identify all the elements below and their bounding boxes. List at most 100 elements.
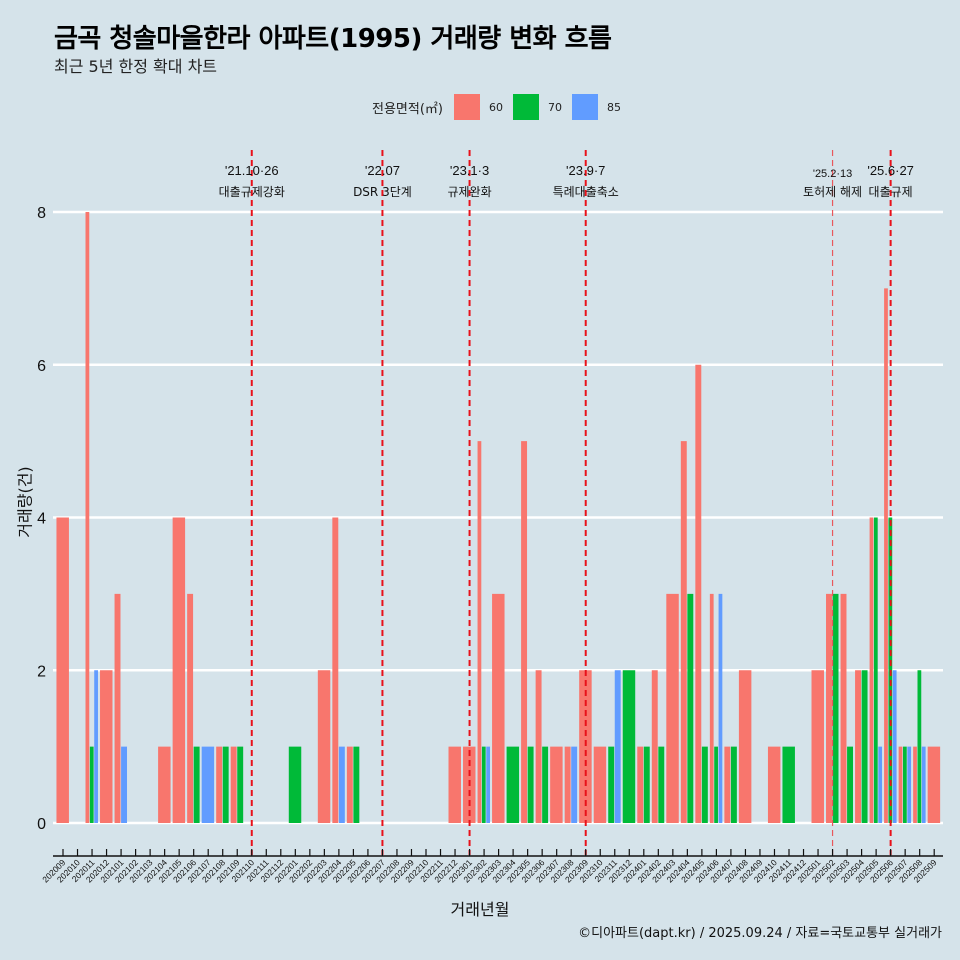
x-axis: 2020092020102020112020122021012021022021… [40, 849, 943, 884]
bars [56, 212, 941, 823]
bar-70-202411 [782, 746, 795, 823]
bar-60-202405 [695, 364, 702, 823]
bar-70-202507 [902, 746, 907, 823]
bar-70-202312 [622, 670, 636, 823]
y-tick-label: 4 [37, 511, 46, 528]
legend-key-70 [512, 94, 539, 120]
bar-85-202302 [486, 746, 491, 823]
event-date: '23.1·3 [450, 163, 489, 178]
bar-60-202009 [56, 517, 69, 823]
legend-key-85 [571, 94, 598, 120]
bar-70-202502 [832, 593, 839, 823]
bar-60-202501 [811, 670, 824, 823]
bar-85-202011 [94, 670, 98, 823]
y-tick-label: 8 [37, 205, 46, 222]
bar-70-202205 [353, 746, 360, 823]
bar-60-202303 [492, 593, 505, 823]
bar-85-202506 [892, 670, 897, 823]
event-label: 토허제 해제 [803, 185, 862, 199]
legend-title: 전용면적(㎡) [372, 101, 443, 117]
event-date: '25.6·27 [867, 163, 914, 178]
bar-60-202410 [767, 746, 781, 823]
bar-60-202506 [884, 288, 888, 823]
bar-60-202403 [666, 593, 679, 823]
bar-70-202108 [222, 746, 229, 823]
bar-60-202212 [448, 746, 461, 823]
x-axis-title: 거래년월 [450, 900, 510, 919]
legend-label-60: 60 [488, 100, 503, 114]
bar-60-202508 [913, 746, 917, 823]
bar-60-202407 [724, 746, 731, 823]
bar-70-202504 [861, 670, 868, 823]
bar-85-202505 [878, 746, 883, 823]
bar-60-202505 [869, 517, 874, 823]
bar-85-202107 [201, 746, 215, 823]
bar-70-202404 [687, 593, 694, 823]
y-axis: 0 2 4 6 8 [37, 205, 46, 833]
bar-60-202306 [535, 670, 542, 823]
bar-70-202401 [643, 746, 650, 823]
event-lines [250, 150, 892, 855]
bar-60-202305 [521, 441, 528, 823]
bar-70-202407 [730, 746, 737, 823]
bar-60-202011 [85, 212, 90, 823]
bar-60-202402 [651, 670, 658, 823]
bar-60-202408 [738, 670, 752, 823]
bar-85-202308 [571, 746, 578, 823]
event-label: 특례대출축소 [553, 185, 619, 199]
chart-subtitle: 최근 5년 한정 확대 차트 [54, 57, 218, 76]
legend-label-85: 85 [606, 100, 621, 114]
bar-60-202203 [317, 670, 331, 823]
bar-70-202302 [481, 746, 486, 823]
bar-60-202507 [898, 746, 903, 823]
y-tick-label: 6 [37, 358, 46, 375]
bar-70-202402 [658, 746, 665, 823]
bar-70-202304 [506, 746, 520, 823]
bar-60-202204 [332, 517, 339, 823]
bar-70-202508 [917, 670, 922, 823]
bar-70-202311 [608, 746, 615, 823]
bar-70-202406 [714, 746, 718, 823]
bar-60-202302 [477, 441, 482, 823]
bar-60-202308 [564, 746, 571, 823]
bar-85-202508 [921, 746, 926, 823]
bar-60-202108 [216, 746, 223, 823]
bar-85-202507 [907, 746, 912, 823]
bar-60-202401 [637, 746, 644, 823]
source-caption: ©디아파트(dapt.kr) / 2025.09.24 / 자료=국토교통부 실… [578, 926, 942, 941]
bar-60-202503 [840, 593, 847, 823]
bar-60-202109 [230, 746, 237, 823]
y-tick-label: 0 [37, 816, 46, 833]
event-date: '25.2·13 [813, 168, 852, 180]
bar-70-202503 [847, 746, 854, 823]
bar-60-202104 [158, 746, 171, 823]
legend: 전용면적(㎡) 60 70 85 [372, 94, 631, 120]
bar-85-202311 [614, 670, 621, 823]
chart-title: 금곡 청솔마을한라 아파트(1995) 거래량 변화 흐름 [54, 24, 612, 54]
bar-85-202101 [121, 746, 128, 823]
bar-60-202101 [114, 593, 121, 823]
event-date: '23.9·7 [566, 163, 605, 178]
bar-60-202504 [855, 670, 861, 823]
bar-60-202310 [593, 746, 607, 823]
bar-70-202011 [89, 746, 94, 823]
bar-60-202205 [346, 746, 353, 823]
bar-70-202106 [193, 746, 200, 823]
bar-60-202509 [927, 746, 941, 823]
bar-70-202305 [527, 746, 534, 823]
legend-label-70: 70 [547, 100, 562, 114]
bar-70-202109 [237, 746, 244, 823]
event-date: '21.10·26 [225, 163, 279, 178]
bar-70-202505 [873, 517, 878, 823]
event-annotations: '21.10·26 대출규제강화 '22.07 DSR 3단계 '23.1·3 규제완화 '… [219, 163, 914, 199]
bar-60-202105 [172, 517, 186, 823]
bar-60-202012 [100, 670, 113, 823]
bar-60-202309 [579, 670, 592, 823]
event-label: 대출규제 [869, 185, 913, 199]
bar-60-202404 [680, 441, 687, 823]
bar-60-202406 [709, 593, 714, 823]
event-label: 규제완화 [447, 185, 491, 199]
bar-70-202306 [542, 746, 549, 823]
event-label: 대출규제강화 [219, 185, 285, 199]
